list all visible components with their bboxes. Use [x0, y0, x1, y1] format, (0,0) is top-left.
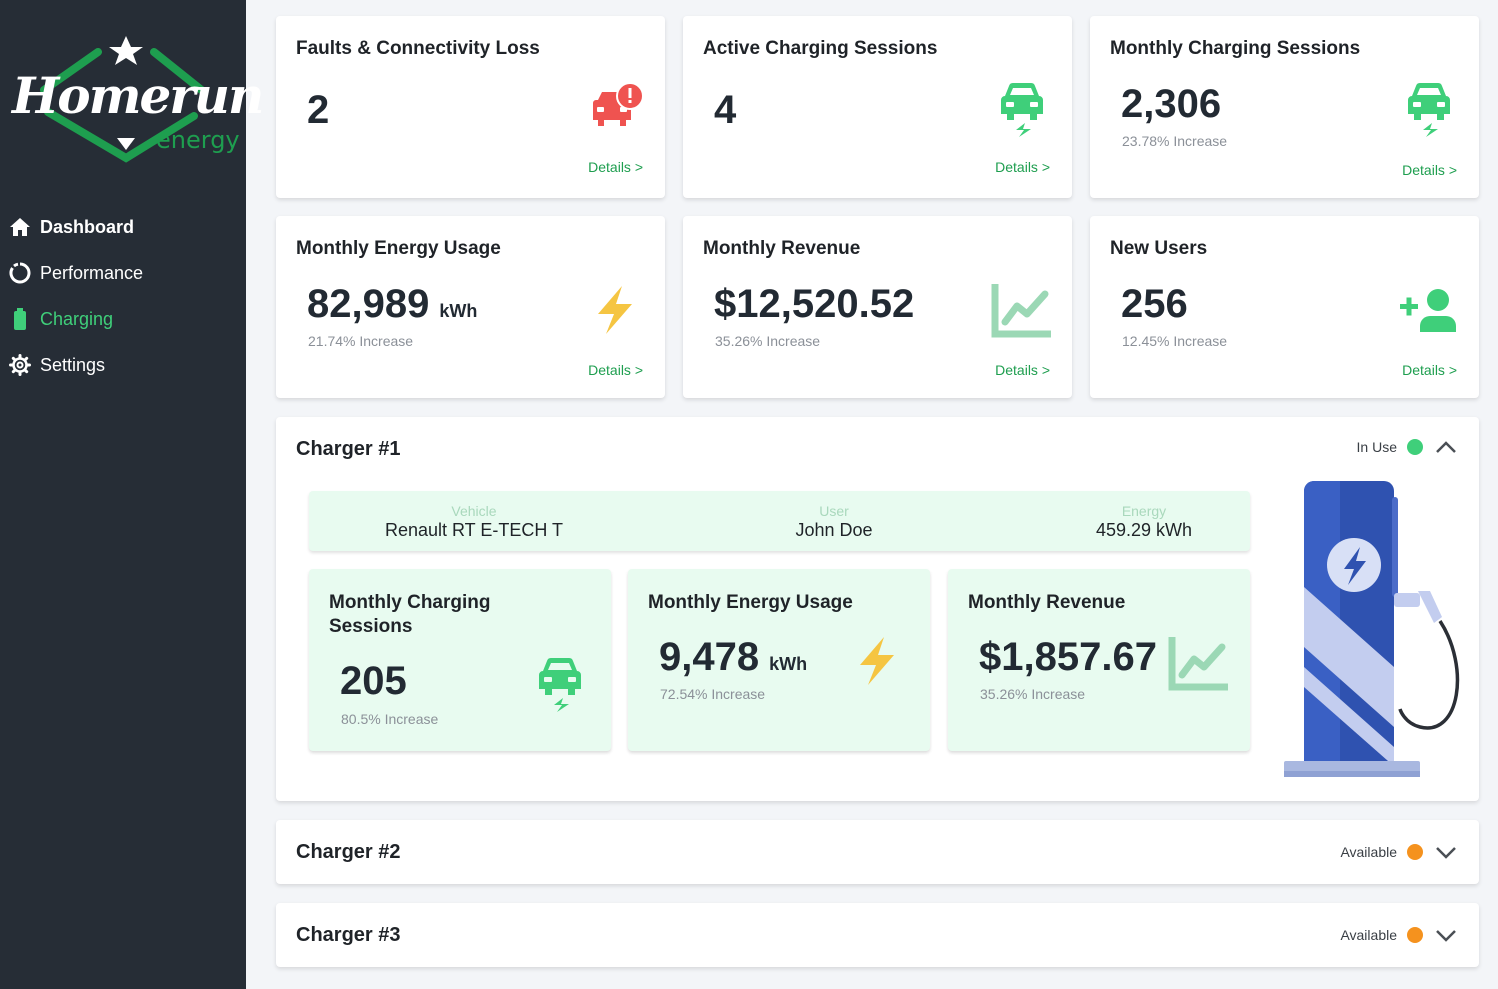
bolt-icon — [854, 635, 900, 692]
details-link[interactable]: Details > — [588, 159, 643, 175]
logo-sub-text: energy — [156, 126, 240, 154]
ev-car-icon — [1404, 80, 1454, 143]
details-link[interactable]: Details > — [1402, 362, 1457, 378]
status-text: In Use — [1356, 439, 1397, 455]
card-value: 2,306 — [1121, 82, 1222, 126]
card-value: 256 — [1121, 282, 1188, 326]
session-info-bar: Vehicle Renault RT E-TECH T User John Do… — [309, 491, 1250, 551]
card-value: 2 — [307, 88, 330, 132]
sidebar-item-performance[interactable]: Performance — [0, 250, 246, 296]
bolt-icon — [592, 284, 638, 341]
chevron-down-icon[interactable] — [1435, 928, 1457, 942]
car-alert-icon — [590, 82, 644, 137]
card-increase: 35.26% Increase — [715, 333, 821, 349]
card-title: Monthly Charging Sessions — [329, 592, 491, 637]
sidebar-item-label: Performance — [40, 262, 144, 283]
user-value: John Doe — [795, 520, 873, 540]
charger-panel[interactable]: Charger #3 Available — [276, 903, 1479, 967]
card-title: Faults & Connectivity Loss — [296, 38, 540, 59]
card-title: New Users — [1110, 238, 1208, 259]
card-value: 9,478 — [659, 635, 760, 679]
status-dot — [1407, 927, 1423, 943]
battery-icon — [8, 307, 32, 331]
card-unit: kWh — [769, 654, 808, 674]
card-title: Active Charging Sessions — [703, 38, 938, 59]
active-sessions-card: Active Charging Sessions 4 Details > — [683, 16, 1072, 198]
status-text: Available — [1340, 844, 1397, 860]
card-increase: 80.5% Increase — [341, 711, 439, 727]
details-link[interactable]: Details > — [588, 362, 643, 378]
card-increase: 21.74% Increase — [308, 333, 414, 349]
energy-usage-card: Monthly Energy Usage 82,989 kWh 21.74% In… — [276, 216, 665, 398]
card-title: Monthly Charging Sessions — [1110, 38, 1361, 59]
chevron-up-icon[interactable] — [1435, 440, 1457, 454]
gear-icon — [8, 353, 32, 377]
card-unit: kWh — [439, 301, 478, 321]
monthly-sessions-card: Monthly Charging Sessions 2,306 23.78% I… — [1090, 16, 1479, 198]
charger-panel[interactable]: Charger #2 Available — [276, 820, 1479, 884]
logo-script-text: Homerun — [12, 66, 264, 125]
sidebar-item-settings[interactable]: Settings — [0, 342, 246, 388]
card-title: Monthly Revenue — [968, 592, 1126, 613]
user-label: User — [819, 503, 849, 519]
sidebar-item-charging[interactable]: Charging — [0, 296, 246, 342]
chart-line-icon — [1168, 635, 1230, 696]
card-increase: 23.78% Increase — [1122, 133, 1228, 149]
charger-sessions-card: Monthly Charging Sessions 205 80.5% Incr… — [309, 569, 611, 751]
chart-line-icon — [991, 282, 1053, 343]
add-user-icon — [1398, 288, 1460, 337]
circle-progress-icon — [8, 261, 32, 285]
energy-value: 459.29 kWh — [1095, 520, 1193, 540]
details-link[interactable]: Details > — [995, 159, 1050, 175]
charger-title: Charger #2 — [296, 841, 401, 863]
charging-station-illustration — [1284, 481, 1460, 777]
sidebar-item-label: Settings — [40, 354, 106, 375]
details-link[interactable]: Details > — [1402, 162, 1457, 178]
charger-revenue-card: Monthly Revenue $1,857.67 35.26% Increas… — [948, 569, 1250, 751]
charger-energy-card: Monthly Energy Usage 9,478 kWh 72.54% Inc… — [628, 569, 930, 751]
card-title: Monthly Energy Usage — [648, 592, 853, 613]
card-value: 82,989 — [307, 282, 430, 326]
details-link[interactable]: Details > — [995, 362, 1050, 378]
sidebar-nav: Dashboard Performance Charging — [0, 204, 246, 388]
sidebar: Homerun energy Dashboard Performance Cha… — [0, 0, 264, 989]
charger-title: Charger #3 — [296, 924, 401, 946]
sidebar-item-label: Dashboard — [40, 216, 135, 237]
charger-status: Available — [1340, 927, 1457, 943]
charger-panel: Charger #1 In Use Vehicle Renault RT E-T… — [276, 417, 1479, 801]
charger-status: Available — [1340, 844, 1457, 860]
home-icon — [8, 215, 32, 239]
vehicle-label: Vehicle — [451, 503, 497, 519]
card-value: $12,520.52 — [714, 282, 915, 326]
card-title: Monthly Energy Usage — [296, 238, 501, 259]
homerun-logo[interactable]: Homerun energy — [8, 30, 264, 170]
faults-card: Faults & Connectivity Loss 2 Details > — [276, 16, 665, 198]
charger-title: Charger #1 — [296, 438, 401, 460]
card-increase: 35.26% Increase — [980, 686, 1086, 702]
status-dot — [1407, 844, 1423, 860]
chevron-down-icon[interactable] — [1435, 845, 1457, 859]
card-value: 205 — [340, 659, 407, 703]
status-text: Available — [1340, 927, 1397, 943]
sidebar-item-dashboard[interactable]: Dashboard — [0, 204, 246, 250]
charger-status: In Use — [1357, 439, 1457, 455]
card-title: Monthly Revenue — [703, 238, 861, 259]
status-dot — [1407, 439, 1423, 455]
logo-diamond-icon — [40, 36, 208, 163]
revenue-card: Monthly Revenue $12,520.52 35.26% Increa… — [683, 216, 1072, 398]
vehicle-value: Renault RT E-TECH T — [384, 520, 564, 540]
card-value: 4 — [714, 88, 737, 132]
card-increase: 72.54% Increase — [660, 686, 766, 702]
sidebar-item-label: Charging — [40, 308, 114, 329]
ev-car-icon — [997, 80, 1047, 143]
new-users-card: New Users 256 12.45% Increase Details > — [1090, 216, 1479, 398]
energy-label: Energy — [1121, 503, 1167, 519]
ev-car-icon — [535, 655, 585, 718]
card-value: $1,857.67 — [979, 635, 1157, 679]
card-increase: 12.45% Increase — [1122, 333, 1228, 349]
